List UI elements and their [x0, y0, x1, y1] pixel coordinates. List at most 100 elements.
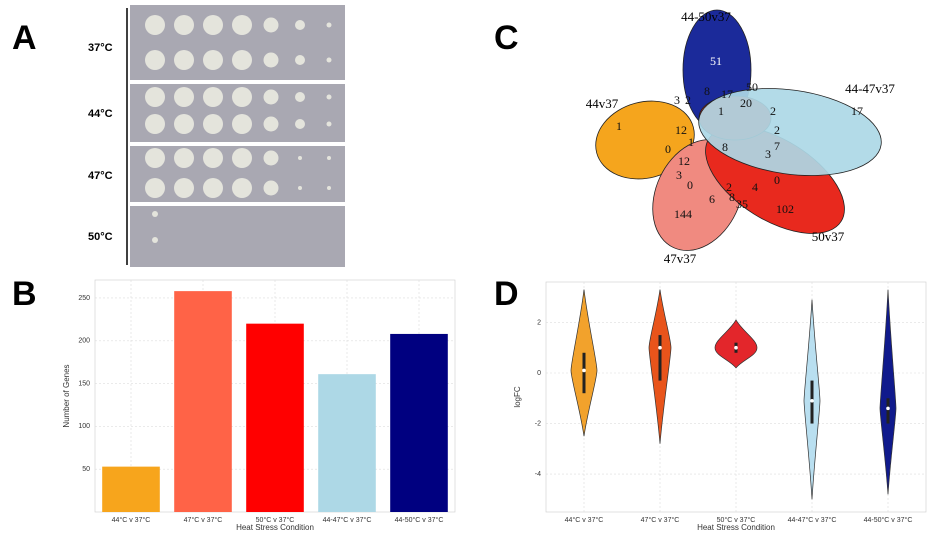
colony [203, 50, 223, 70]
colony [203, 148, 223, 168]
colony [174, 148, 194, 168]
y-tick-label: -4 [535, 471, 541, 478]
temperature-label: 44°C [88, 108, 113, 120]
colony [326, 94, 332, 100]
y-axis-label: logFC [513, 386, 522, 408]
colony [145, 15, 165, 35]
colony [232, 148, 252, 168]
y-tick-label: 150 [78, 380, 90, 387]
colony [145, 114, 165, 134]
x-tick-label: 44-50°C v 37°C [395, 516, 444, 524]
y-tick-label: 0 [537, 370, 541, 377]
x-tick-label: 44-47°C v 37°C [323, 516, 372, 524]
region-count: 0 [687, 178, 693, 192]
y-tick-label: 100 [78, 423, 90, 430]
colony [295, 119, 305, 129]
colony [232, 114, 252, 134]
panel-label: D [494, 275, 519, 313]
violin-median [810, 398, 814, 403]
region-count: 12 [675, 123, 687, 137]
colony [298, 186, 302, 190]
region-count: 2 [770, 104, 776, 118]
region-count: 1 [718, 104, 724, 118]
colony [263, 180, 279, 196]
colony [326, 22, 332, 28]
y-axis-label: Number of Genes [62, 364, 71, 427]
region-count: 1 [616, 119, 622, 133]
region-count: 50 [746, 80, 758, 94]
colony [232, 178, 252, 198]
bar [390, 333, 448, 512]
venn-diagram [595, 9, 882, 251]
region-count: 3 [676, 168, 682, 182]
y-tick-label: 2 [537, 319, 541, 326]
region-count: 17 [851, 104, 863, 118]
region-count: 8 [722, 140, 728, 154]
region-count: 8 [729, 190, 735, 204]
region-count: 17 [721, 87, 733, 101]
x-tick-label: 47°C v 37°C [184, 516, 223, 524]
x-tick-label: 50°C v 37°C [717, 516, 756, 524]
colony [327, 156, 331, 160]
colony [203, 87, 223, 107]
violin-median [582, 368, 586, 373]
colony [174, 15, 194, 35]
set-label: 44-47v37 [845, 81, 895, 96]
x-tick-label: 50°C v 37°C [256, 516, 295, 524]
plot-area [545, 281, 927, 513]
colony [298, 156, 302, 160]
x-tick-label: 44°C v 37°C [565, 516, 604, 524]
region-count: 7 [774, 139, 780, 153]
colony [326, 121, 332, 127]
colony [326, 57, 332, 63]
colony [203, 114, 223, 134]
y-tick-label: 200 [78, 338, 90, 345]
y-tick-label: -2 [535, 420, 541, 427]
region-count: 0 [665, 142, 671, 156]
colony [152, 211, 158, 217]
set-label: 44-50v37 [681, 9, 731, 24]
colony [152, 237, 158, 243]
colony [263, 150, 279, 166]
colony [263, 17, 279, 33]
colony [295, 92, 305, 102]
set-label: 44v37 [586, 96, 619, 111]
region-count: 2 [685, 93, 691, 107]
temperature-label: 37°C [88, 42, 113, 54]
violin-body [879, 289, 897, 495]
x-tick-label: 47°C v 37°C [641, 516, 680, 524]
region-count: 1 [688, 135, 694, 149]
region-count: 3 [765, 147, 771, 161]
colony [174, 178, 194, 198]
temperature-label: 50°C [88, 231, 113, 243]
x-tick-label: 44°C v 37°C [112, 516, 151, 524]
region-count: 3 [674, 93, 680, 107]
colony [232, 50, 252, 70]
region-count: 35 [736, 197, 748, 211]
colony [145, 50, 165, 70]
x-tick-label: 44-50°C v 37°C [864, 516, 913, 524]
set-label: 47v37 [664, 251, 697, 266]
region-count: 2 [726, 180, 732, 194]
set-label: 50v37 [812, 229, 845, 244]
colony [145, 148, 165, 168]
colony [327, 186, 331, 190]
colony [263, 116, 279, 132]
region-count: 8 [704, 84, 710, 98]
colony [174, 114, 194, 134]
colony [232, 87, 252, 107]
panel-label: B [12, 275, 37, 313]
bar [174, 291, 232, 512]
panel-label: C [494, 19, 519, 57]
colony [263, 52, 279, 68]
colony [174, 87, 194, 107]
colony [295, 55, 305, 65]
colony [232, 15, 252, 35]
bar [246, 323, 304, 512]
region-count: 51 [710, 54, 722, 68]
colony [145, 178, 165, 198]
plate-photo [126, 5, 345, 267]
region-count: 20 [740, 96, 752, 110]
x-axis-label: Heat Stress Condition [236, 523, 314, 532]
